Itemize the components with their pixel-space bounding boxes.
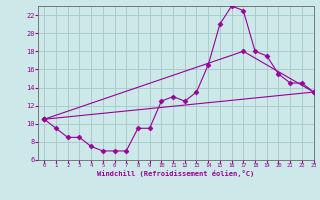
X-axis label: Windchill (Refroidissement éolien,°C): Windchill (Refroidissement éolien,°C) xyxy=(97,170,255,177)
